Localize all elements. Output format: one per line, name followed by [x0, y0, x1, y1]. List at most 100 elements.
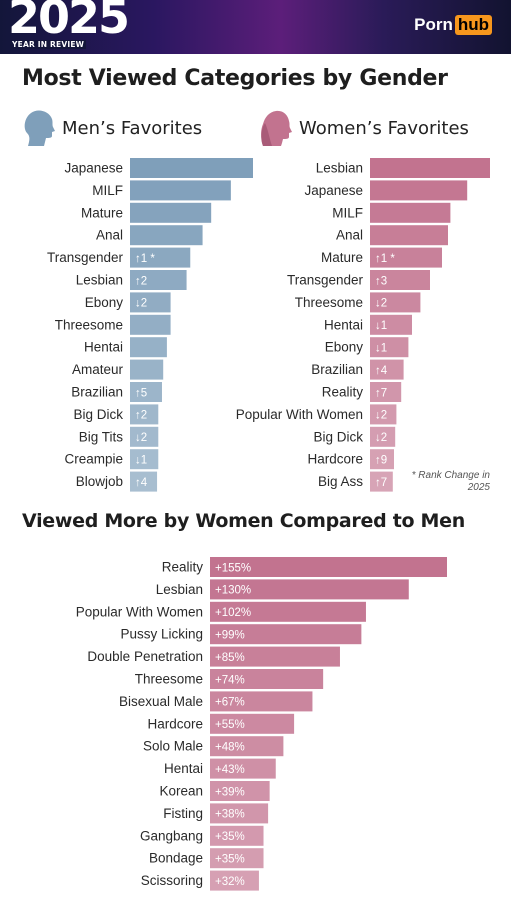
category-label-1-0: Lesbian [316, 161, 363, 176]
category-label-2-10: Korean [159, 784, 203, 799]
category-label-0-13: Creampie [64, 452, 123, 467]
bar-1-4 [370, 247, 442, 268]
category-label-0-8: Hentai [84, 340, 123, 355]
rank-change-label-0-14: ↑4 [135, 477, 148, 489]
category-label-2-8: Solo Male [143, 739, 203, 754]
bar-2-3 [210, 624, 362, 645]
bar-0-9 [130, 359, 164, 380]
value-label-2-9: +43% [215, 764, 245, 776]
rank-change-label-1-5: ↑3 [375, 275, 387, 287]
rank-change-label-0-5: ↑2 [135, 275, 147, 287]
rank-change-label-1-10: ↑7 [375, 387, 387, 399]
rank-change-note: * Rank Change in 2025 [411, 470, 490, 493]
category-label-1-14: Big Ass [318, 474, 363, 489]
bar-1-7 [370, 314, 412, 335]
section1-title: Most Viewed Categories by Gender [22, 66, 448, 91]
men-favorites-title: Men’s Favorites [62, 117, 203, 139]
rank-change-label-0-4: ↑1 * [135, 253, 155, 265]
category-label-1-5: Transgender [287, 273, 364, 288]
bar-2-6 [210, 691, 313, 712]
bar-1-14 [370, 471, 393, 492]
bar-1-11 [370, 404, 397, 425]
bar-2-10 [210, 781, 270, 801]
bar-1-0 [370, 158, 490, 178]
category-label-0-4: Transgender [47, 250, 124, 265]
rank-change-label-1-13: ↑9 [375, 455, 387, 467]
bar-0-8 [130, 337, 167, 358]
category-label-2-2: Popular With Women [76, 604, 203, 619]
category-label-1-2: MILF [332, 205, 363, 220]
logo-text-1: Porn [414, 15, 453, 34]
bar-0-1 [130, 180, 231, 201]
bar-1-12 [370, 426, 396, 447]
rank-change-label-1-6: ↓2 [375, 298, 387, 310]
bar-1-3 [370, 225, 448, 246]
bar-1-1 [370, 180, 468, 201]
value-label-2-14: +32% [215, 876, 245, 888]
category-label-1-7: Hentai [324, 317, 363, 332]
bar-0-11 [130, 404, 159, 425]
brand-logo[interactable]: Porn hub [414, 15, 492, 35]
bar-2-11 [210, 803, 269, 824]
value-label-2-7: +55% [215, 719, 245, 731]
bar-1-9 [370, 359, 404, 380]
category-label-2-14: Scissoring [141, 873, 203, 888]
value-label-2-6: +67% [215, 697, 245, 709]
category-label-2-11: Fisting [163, 806, 203, 821]
category-label-0-6: Ebony [85, 295, 124, 310]
category-label-1-1: Japanese [304, 183, 363, 198]
bar-2-13 [210, 848, 264, 869]
category-label-0-1: MILF [92, 183, 123, 198]
rank-change-label-0-10: ↑5 [135, 387, 147, 399]
bar-0-2 [130, 202, 212, 223]
bar-2-5 [210, 669, 324, 689]
men-favorites-header: Men’s Favorites [22, 109, 202, 147]
category-label-1-3: Anal [336, 228, 363, 243]
bar-0-5 [130, 270, 187, 290]
bar-1-2 [370, 202, 451, 223]
rank-change-label-1-11: ↓2 [375, 410, 387, 422]
bar-2-8 [210, 736, 284, 757]
category-label-0-5: Lesbian [76, 273, 123, 288]
category-label-0-12: Big Tits [79, 429, 124, 444]
bar-0-0 [130, 158, 253, 178]
value-label-2-12: +35% [215, 831, 245, 843]
value-label-2-10: +39% [215, 786, 245, 798]
bar-0-13 [130, 449, 159, 470]
value-label-2-11: +38% [215, 809, 245, 821]
year-title: 2025 [8, 0, 130, 44]
header-banner: 2025 YEAR IN REVIEW Porn hub [0, 0, 511, 54]
year-subtitle: YEAR IN REVIEW [10, 40, 87, 49]
section2-title: Viewed More by Women Compared to Men [22, 510, 465, 532]
bar-2-2 [210, 601, 366, 622]
category-label-2-7: Hardcore [147, 716, 203, 731]
category-label-0-7: Threesome [55, 317, 123, 332]
female-head-icon [261, 110, 292, 146]
bar-2-0 [210, 557, 447, 577]
category-label-0-9: Amateur [72, 362, 124, 377]
category-label-2-6: Bisexual Male [119, 694, 203, 709]
bar-0-4 [130, 247, 191, 268]
category-label-2-4: Double Penetration [87, 649, 203, 664]
category-label-0-10: Brazilian [71, 385, 123, 400]
women-favorites-title: Women’s Favorites [299, 117, 469, 139]
category-label-2-3: Pussy Licking [120, 627, 203, 642]
bar-1-6 [370, 292, 421, 313]
bar-0-3 [130, 225, 203, 246]
bar-2-7 [210, 713, 295, 734]
category-label-0-14: Blowjob [76, 474, 123, 489]
bar-2-14 [210, 870, 259, 891]
category-label-2-12: Gangbang [140, 828, 203, 843]
bar-0-6 [130, 292, 171, 313]
bar-1-8 [370, 337, 409, 358]
logo-text-2: hub [454, 15, 492, 35]
category-label-2-13: Bondage [149, 851, 203, 866]
bar-0-10 [130, 382, 162, 402]
bar-2-1 [210, 579, 409, 600]
rank-change-label-1-14: ↑7 [375, 477, 387, 489]
category-label-0-0: Japanese [64, 161, 123, 176]
value-label-2-3: +99% [215, 630, 245, 642]
bar-1-10 [370, 382, 402, 402]
category-label-1-13: Hardcore [307, 452, 363, 467]
